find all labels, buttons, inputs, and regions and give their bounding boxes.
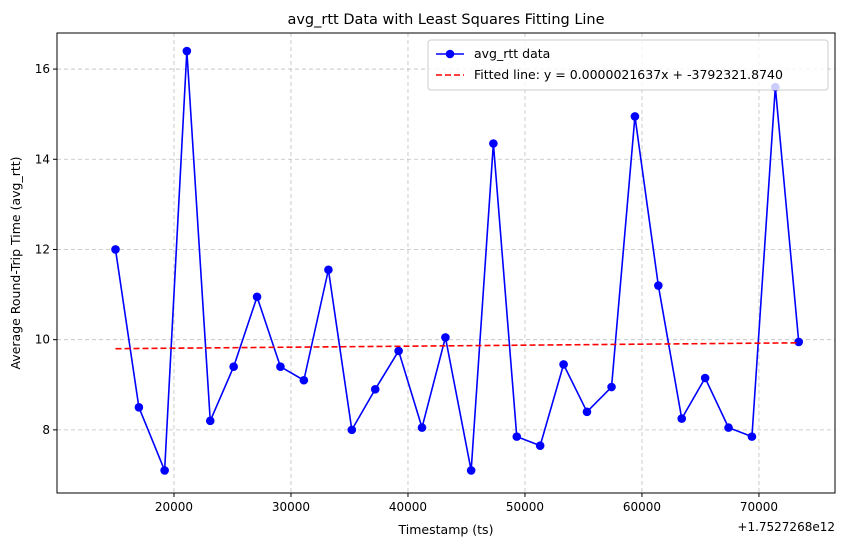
data-point-marker (134, 403, 144, 412)
legend-swatch-marker (445, 49, 455, 59)
data-point-marker (276, 362, 285, 372)
data-point-marker (299, 375, 309, 385)
fitted-line (115, 342, 799, 350)
data-point-marker (466, 466, 476, 475)
data-point-marker (441, 333, 450, 342)
x-tick-label: 60000 (623, 500, 661, 514)
data-point-marker (512, 432, 522, 441)
x-tick-label: 30000 (272, 500, 310, 514)
axis-ticks: 20000 30000 40000 50000 60000 70000 8 10 12 14 16 (35, 62, 778, 514)
data-point-marker (111, 245, 120, 254)
legend-label: Fitted line: y = 0.0000021637x + -379232… (474, 67, 783, 82)
data-point-marker (347, 425, 357, 435)
data-point-marker (535, 441, 545, 450)
y-tick-label: 8 (42, 423, 50, 437)
data-point-marker (607, 382, 616, 392)
x-axis-label: Timestamp (ts) (398, 522, 494, 537)
data-point-marker (559, 360, 568, 369)
data-point-marker (394, 346, 403, 356)
data-point-marker (794, 337, 804, 347)
data-point-marker (654, 281, 663, 290)
data-point-marker (229, 362, 238, 372)
plot-area-frame (56, 32, 836, 494)
x-tick-label: 20000 (155, 500, 193, 514)
data-point-marker (324, 265, 333, 275)
data-point-marker (252, 292, 262, 302)
y-axis-label: Average Round-Trip Time (avg_rtt) (8, 156, 23, 369)
legend-box (427, 39, 829, 91)
data-point-marker (417, 423, 427, 432)
data-point-marker (182, 46, 192, 56)
x-tick-label: 50000 (506, 500, 544, 514)
y-tick-label: 10 (35, 333, 50, 347)
x-axis-offset-label: +1.7527268e12 (737, 520, 835, 534)
legend: avg_rtt data Fitted line: y = 0.000002163… (427, 39, 829, 91)
data-series-line (114, 50, 800, 472)
data-point-marker (160, 466, 169, 475)
data-point-marker (747, 432, 757, 441)
y-tick-label: 12 (35, 242, 50, 256)
y-tick-label: 14 (35, 152, 50, 166)
x-tick-label: 70000 (740, 500, 778, 514)
data-point-marker (700, 373, 710, 383)
data-point-marker (489, 139, 498, 148)
chart-title: avg_rtt Data with Least Squares Fitting … (287, 12, 604, 28)
x-tick-label: 40000 (389, 500, 427, 514)
legend-label: avg_rtt data (474, 46, 550, 61)
plot-series (111, 46, 804, 475)
data-point-marker (582, 407, 592, 417)
data-point-marker (370, 384, 380, 394)
data-point-marker (677, 414, 687, 423)
data-point-marker (205, 416, 215, 426)
data-point-marker (724, 423, 733, 432)
data-point-marker (630, 112, 640, 121)
y-tick-label: 16 (35, 62, 50, 76)
